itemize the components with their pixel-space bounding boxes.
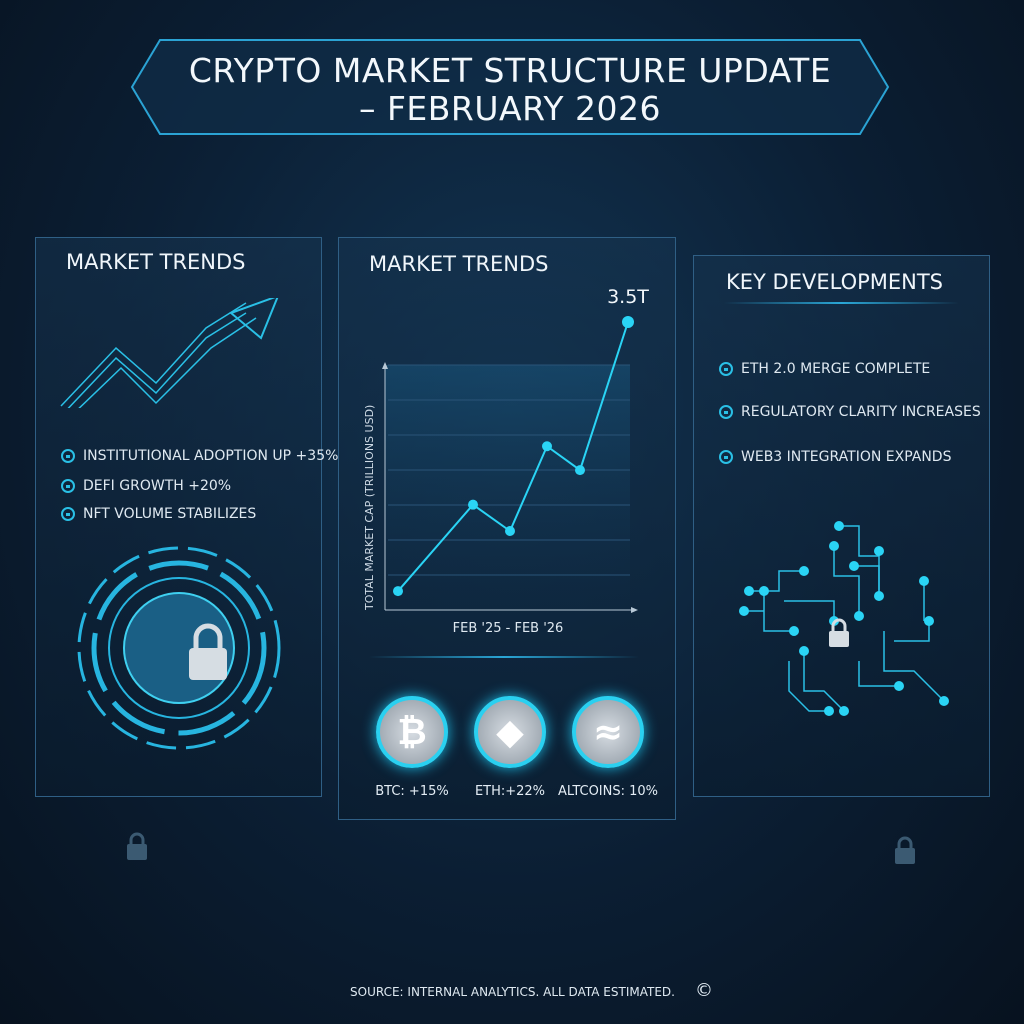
lock-icon: [61, 479, 75, 493]
development-item-label: WEB3 INTEGRATION EXPANDS: [741, 449, 952, 465]
title-line-2: – FEBRUARY 2026: [358, 89, 662, 128]
development-item-label: REGULATORY CLARITY INCREASES: [741, 404, 981, 420]
ethereum-icon: ◆: [474, 696, 546, 768]
title-underline: [724, 302, 959, 304]
network-icon: [719, 450, 733, 464]
globe-lock-icon: [77, 546, 281, 750]
lock-icon: [719, 405, 733, 419]
title-frame: [130, 39, 890, 135]
lock-icon: [61, 507, 75, 521]
development-item: WEB3 INTEGRATION EXPANDS: [719, 449, 951, 465]
bitcoin-icon: ₿: [376, 696, 448, 768]
development-item-label: ETH 2.0 MERGE COMPLETE: [741, 361, 931, 377]
source-note: SOURCE: INTERNAL ANALYTICS. ALL DATA EST…: [350, 985, 675, 999]
trend-arrow-icon: [60, 298, 279, 408]
trend-item-label: NFT VOLUME STABILIZES: [83, 506, 257, 522]
coin-label-eth: ETH:+22%: [474, 784, 546, 799]
copyright-icon: ©: [694, 980, 713, 1001]
title-underline: [369, 656, 639, 658]
center-panel-title: MARKET TRENDS: [369, 252, 549, 276]
coin-label-btc: BTC: +15%: [375, 784, 449, 799]
title-banner: CRYPTO MARKET STRUCTURE UPDATE – FEBRUARY…: [130, 38, 890, 136]
development-item: REGULATORY CLARITY INCREASES: [719, 404, 981, 420]
title-line-1: CRYPTO MARKET STRUCTURE UPDATE: [188, 51, 832, 90]
trend-item: INSTITUTIONAL ADOPTION UP +35%: [61, 448, 338, 464]
right-panel-title: KEY DEVELOPMENTS: [726, 270, 944, 294]
altcoin-wave-icon: ≈: [572, 696, 644, 768]
lock-icon: [895, 836, 915, 864]
trend-item-label: DEFI GROWTH +20%: [83, 478, 232, 494]
right-panel: KEY DEVELOPMENTS ETH 2.0 MERGE COMPLETE …: [693, 255, 990, 797]
trend-item: DEFI GROWTH +20%: [61, 478, 231, 494]
circuit-network-icon: [739, 521, 949, 716]
coin-label-altcoins: ALTCOINS: 10%: [557, 784, 659, 799]
footer: SOURCE: INTERNAL ANALYTICS. ALL DATA EST…: [350, 980, 713, 1001]
trend-item-label: INSTITUTIONAL ADOPTION UP +35%: [83, 448, 339, 464]
center-panel: MARKET TRENDS ₿ ◆ ≈ BTC: +15% ETH:+22% A…: [338, 237, 676, 820]
left-panel-title: MARKET TRENDS: [66, 250, 246, 274]
trend-item: NFT VOLUME STABILIZES: [61, 506, 256, 522]
page-title: CRYPTO MARKET STRUCTURE UPDATE – FEBRUARY…: [130, 52, 890, 128]
left-panel: MARKET TRENDS INSTITUTIONAL ADOPTION UP …: [35, 237, 338, 797]
lock-icon: [719, 362, 733, 376]
lock-icon: [61, 449, 75, 463]
development-item: ETH 2.0 MERGE COMPLETE: [719, 361, 930, 377]
lock-icon: [127, 832, 147, 860]
